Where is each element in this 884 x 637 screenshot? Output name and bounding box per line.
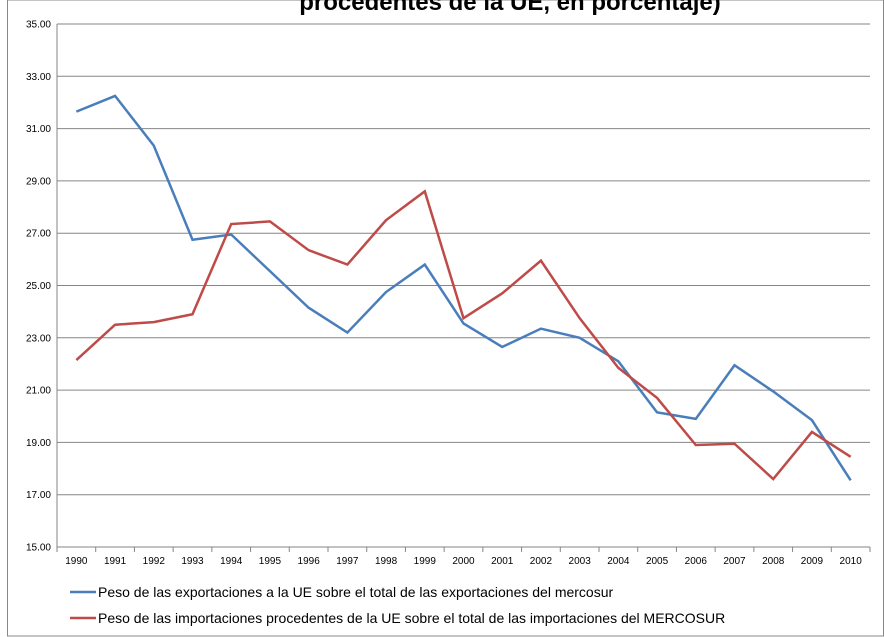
y-tick-label: 33.00 — [26, 72, 51, 83]
series-line — [75, 189, 852, 481]
x-tick-label: 2003 — [569, 556, 592, 567]
x-tick-label: 1997 — [336, 556, 359, 567]
y-tick-label: 27.00 — [26, 229, 51, 240]
x-tick-label: 2010 — [840, 556, 863, 567]
x-tick-label: 1996 — [298, 556, 321, 567]
y-tick-label: 19.00 — [26, 438, 51, 449]
y-tick-label: 35.00 — [26, 20, 51, 31]
x-tick-label: 2000 — [452, 556, 475, 567]
x-tick-label: 2009 — [801, 556, 824, 567]
x-tick-label: 2008 — [762, 556, 785, 567]
y-tick-label: 29.00 — [26, 176, 51, 187]
x-tick-label: 1998 — [375, 556, 398, 567]
x-tick-label: 1995 — [259, 556, 282, 567]
y-tick-label: 17.00 — [26, 490, 51, 501]
x-tick-label: 1993 — [181, 556, 204, 567]
series-line — [75, 94, 852, 481]
y-tick-label: 15.00 — [26, 543, 51, 554]
y-tick-label: 25.00 — [26, 281, 51, 292]
x-tick-label: 2007 — [723, 556, 746, 567]
y-tick-label: 21.00 — [26, 386, 51, 397]
x-tick-label: 1999 — [414, 556, 437, 567]
x-tick-label: 1992 — [143, 556, 166, 567]
x-tick-label: 2004 — [607, 556, 630, 567]
x-tick-label: 1990 — [65, 556, 88, 567]
x-tick-label: 1991 — [104, 556, 127, 567]
x-tick-label: 2002 — [530, 556, 553, 567]
legend-label: Peso de las importaciones procedentes de… — [98, 610, 725, 626]
x-tick-label: 2005 — [646, 556, 669, 567]
x-tick-label: 2001 — [491, 556, 514, 567]
legend-label: Peso de las exportaciones a la UE sobre … — [98, 584, 614, 600]
x-tick-label: 2006 — [685, 556, 708, 567]
x-tick-label: 1994 — [220, 556, 243, 567]
chart-title: procedentes de la UE, en porcentaje) — [299, 0, 720, 16]
y-tick-label: 23.00 — [26, 333, 51, 344]
chart-border — [7, 0, 884, 637]
y-tick-label: 31.00 — [26, 124, 51, 135]
